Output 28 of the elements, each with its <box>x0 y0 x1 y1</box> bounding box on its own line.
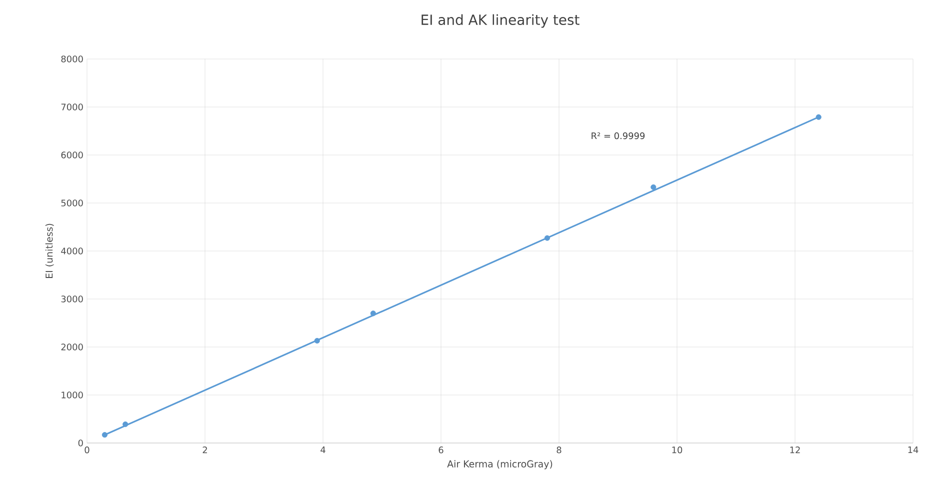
x-tick-label: 8 <box>556 446 562 454</box>
y-tick-label: 0 <box>78 440 83 446</box>
point <box>102 432 108 438</box>
annotation: R² = 0.9999 <box>592 132 645 140</box>
point <box>544 235 550 241</box>
point <box>816 114 822 120</box>
y-tick-label: 1000 <box>62 392 83 398</box>
x-axis-title: Air Kerma (microGray) <box>447 460 552 470</box>
x-tick-label: 6 <box>438 446 444 454</box>
x-tick-label: 14 <box>908 446 918 454</box>
y-tick-label: 6000 <box>61 152 83 158</box>
x-tick-label: 2 <box>202 446 207 454</box>
point <box>650 184 656 190</box>
y-axis-title: EI (unitless) <box>45 224 54 278</box>
x-tick-label: 4 <box>320 446 326 454</box>
point <box>122 421 128 428</box>
x-tick-label: 0 <box>84 446 90 454</box>
y-tick-label: 7000 <box>61 104 83 110</box>
x-tick-label: 12 <box>790 446 800 454</box>
point <box>314 338 320 344</box>
point <box>370 310 376 316</box>
y-tick-label: 3000 <box>61 296 83 302</box>
y-tick-label: 8000 <box>61 56 83 62</box>
y-tick-label: 5000 <box>61 200 83 206</box>
y-tick-label: 2000 <box>61 344 83 350</box>
chart-title: EI and AK linearity test <box>422 14 580 28</box>
y-tick-label: 4000 <box>61 248 83 254</box>
x-tick-label: 10 <box>672 446 682 454</box>
